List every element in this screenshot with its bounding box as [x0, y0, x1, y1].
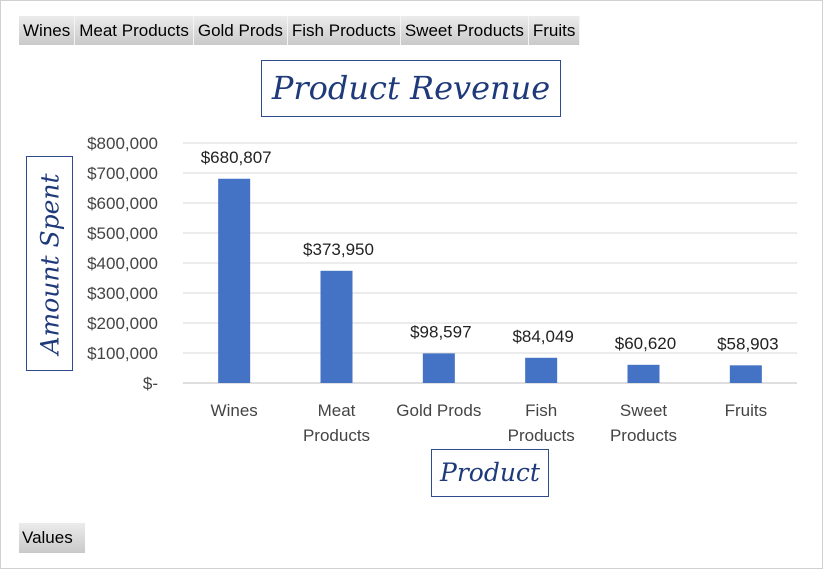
field-filter-bar: Wines Meat Products Gold Prods Fish Product…: [19, 16, 581, 45]
bar: [729, 365, 762, 383]
data-label: $84,049: [512, 327, 573, 346]
x-tick-label: Wines: [211, 401, 258, 420]
data-label: $58,903: [717, 334, 778, 353]
values-field-button[interactable]: Values: [19, 523, 85, 553]
data-label: $98,597: [410, 322, 471, 341]
data-label: $373,950: [303, 240, 374, 259]
x-tick-label: Products: [303, 426, 370, 445]
filter-button-fish-products[interactable]: Fish Products: [287, 16, 401, 45]
filter-button-fruits[interactable]: Fruits: [528, 16, 581, 45]
chart-title: Product Revenue: [261, 60, 561, 117]
bar: [320, 270, 353, 383]
y-tick-label: $500,000: [87, 224, 158, 243]
x-axis-title: Product: [431, 449, 549, 497]
y-tick-label: $600,000: [87, 194, 158, 213]
x-tick-label: Products: [508, 426, 575, 445]
x-tick-label: Fish: [525, 401, 557, 420]
y-tick-label: $700,000: [87, 164, 158, 183]
filter-button-wines[interactable]: Wines: [19, 16, 76, 45]
filter-button-sweet-products[interactable]: Sweet Products: [400, 16, 529, 45]
y-tick-label: $300,000: [87, 284, 158, 303]
data-label: $680,807: [201, 148, 272, 167]
y-tick-label: $800,000: [87, 134, 158, 153]
y-tick-label: $400,000: [87, 254, 158, 273]
x-tick-label: Meat: [318, 401, 356, 420]
bar: [422, 353, 455, 383]
x-tick-label: Products: [610, 426, 677, 445]
y-axis-title: Amount Spent: [35, 172, 64, 355]
x-tick-label: Fruits: [725, 401, 768, 420]
bar: [218, 178, 251, 383]
x-tick-label: Gold Prods: [396, 401, 481, 420]
filter-button-meat-products[interactable]: Meat Products: [75, 16, 194, 45]
y-tick-label: $200,000: [87, 314, 158, 333]
data-label: $60,620: [615, 334, 676, 353]
x-tick-label: Sweet: [620, 401, 668, 420]
y-tick-label: $-: [143, 374, 158, 393]
y-tick-label: $100,000: [87, 344, 158, 363]
y-axis-title-box: Amount Spent: [26, 156, 73, 371]
bar: [627, 364, 660, 383]
bar: [525, 357, 558, 383]
filter-button-gold-prods[interactable]: Gold Prods: [193, 16, 288, 45]
